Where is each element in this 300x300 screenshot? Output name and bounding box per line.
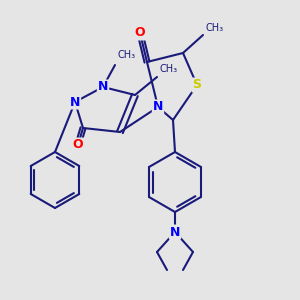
- Text: CH₃: CH₃: [117, 50, 135, 60]
- Text: O: O: [135, 26, 145, 40]
- Text: N: N: [153, 100, 163, 113]
- Text: S: S: [193, 79, 202, 92]
- Text: CH₃: CH₃: [159, 64, 177, 74]
- Text: N: N: [70, 95, 80, 109]
- Text: CH₃: CH₃: [205, 23, 223, 33]
- Text: N: N: [98, 80, 108, 94]
- Text: O: O: [73, 139, 83, 152]
- Text: N: N: [170, 226, 180, 238]
